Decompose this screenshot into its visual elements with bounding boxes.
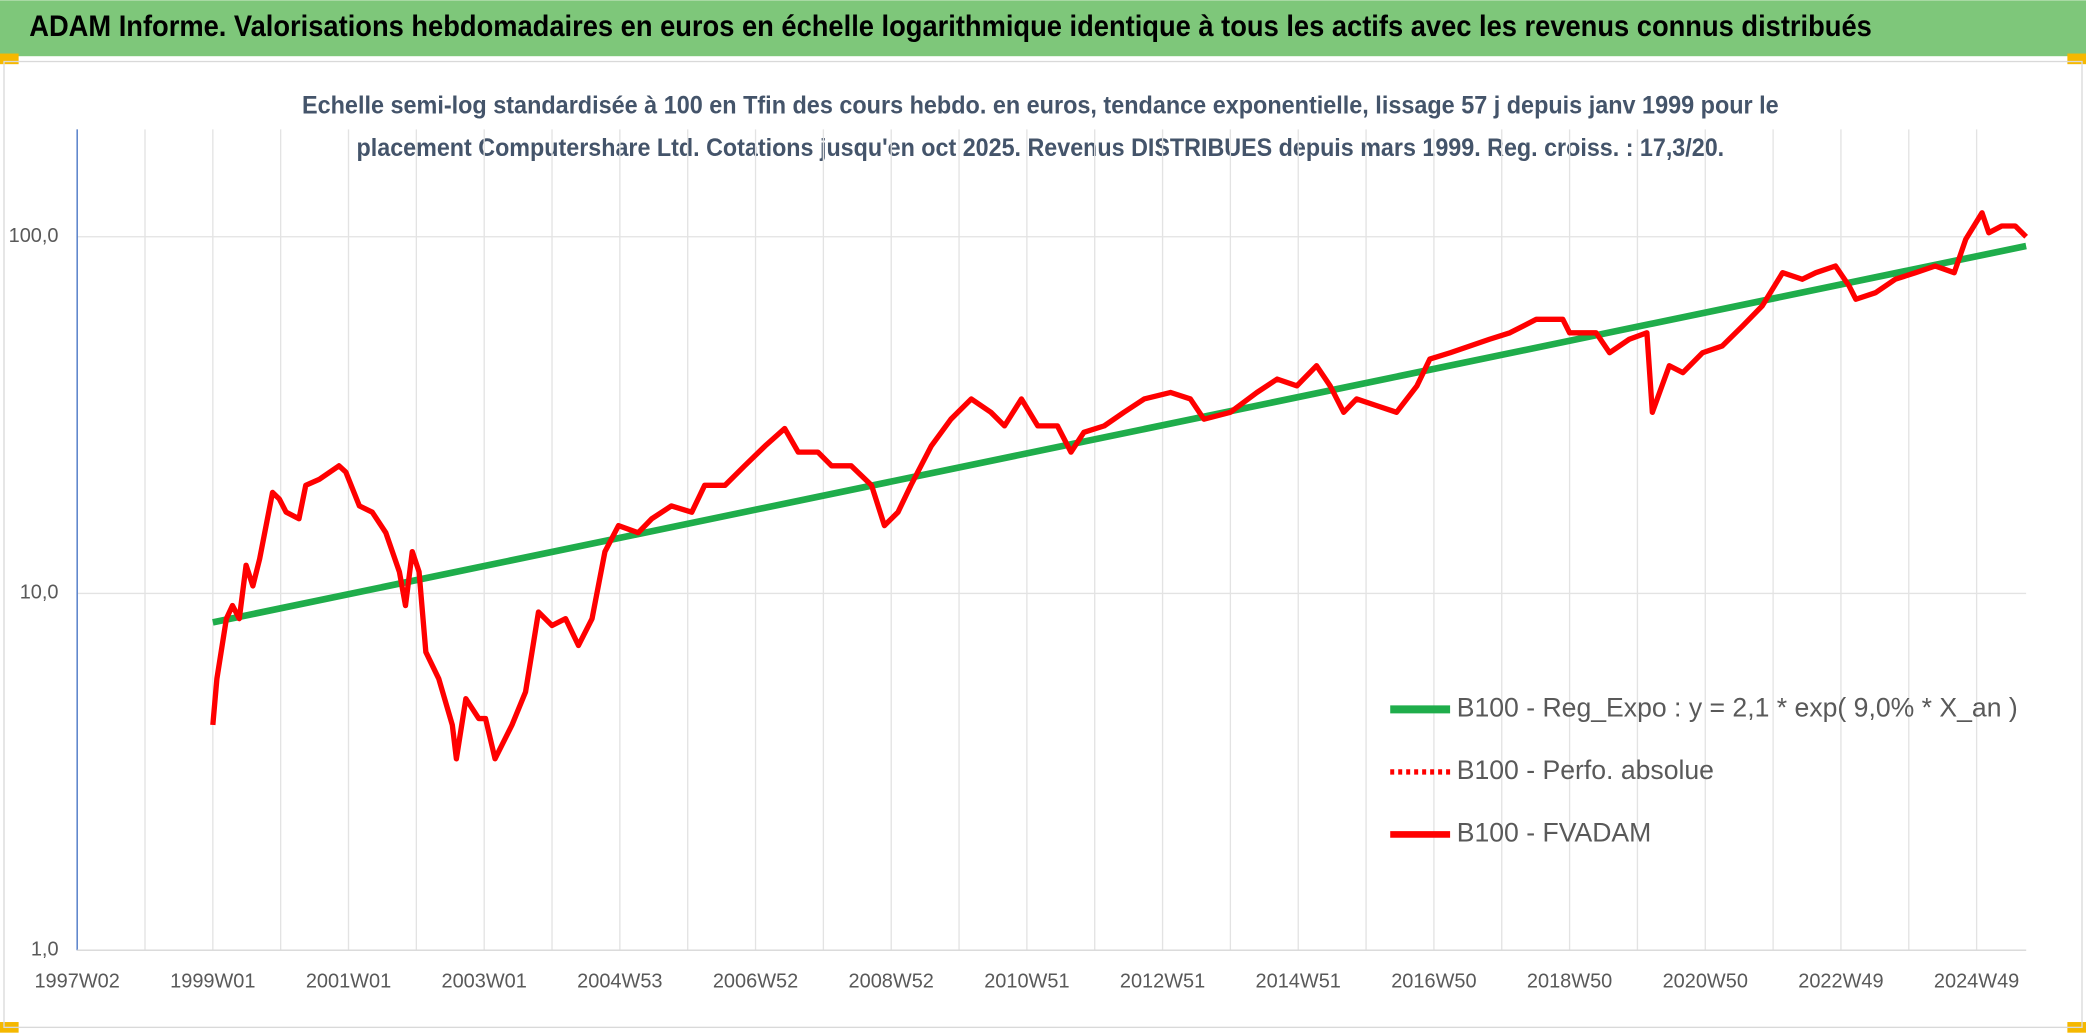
legend-label: B100 - Perfo. absolue (1457, 755, 1714, 785)
x-tick-label: 2012W51 (1120, 970, 1205, 992)
x-tick-label: 2018W50 (1527, 970, 1612, 992)
chart-subtitle: Echelle semi-log standardisée à 100 en T… (302, 91, 1779, 119)
x-tick-label: 1997W02 (34, 970, 119, 992)
x-tick-label: 2001W01 (306, 970, 391, 992)
legend-label: B100 - Reg_Expo : y = 2,1 * exp( 9,0% * … (1457, 692, 2018, 722)
x-tick-label: 2010W51 (984, 970, 1069, 992)
panel-border (3, 60, 2083, 1029)
chart-subtitle: placement Computershare Ltd. Cotations j… (357, 134, 1725, 162)
chart-title: ADAM Informe. Valorisations hebdomadaire… (29, 11, 1872, 43)
y-tick-label: 100,0 (9, 225, 59, 247)
x-tick-label: 2024W49 (1934, 970, 2019, 992)
x-tick-label: 2004W53 (577, 970, 662, 992)
y-tick-label: 10,0 (20, 582, 59, 604)
x-tick-label: 2006W52 (713, 970, 798, 992)
series-line (212, 242, 2027, 626)
x-tick-label: 2016W50 (1391, 970, 1476, 992)
series-line (210, 210, 2029, 762)
x-tick-label: 2003W01 (442, 970, 527, 992)
header-bar (0, 0, 2086, 57)
x-tick-label: 2020W50 (1663, 970, 1748, 992)
x-tick-label: 2008W52 (849, 970, 934, 992)
x-tick-label: 1999W01 (170, 970, 255, 992)
corner-mark (2067, 53, 2086, 65)
corner-mark (0, 53, 19, 65)
x-tick-label: 2014W51 (1256, 970, 1341, 992)
legend-label: B100 - FVADAM (1457, 817, 1652, 847)
x-tick-label: 2022W49 (1798, 970, 1883, 992)
y-tick-label: 1,0 (31, 938, 59, 960)
